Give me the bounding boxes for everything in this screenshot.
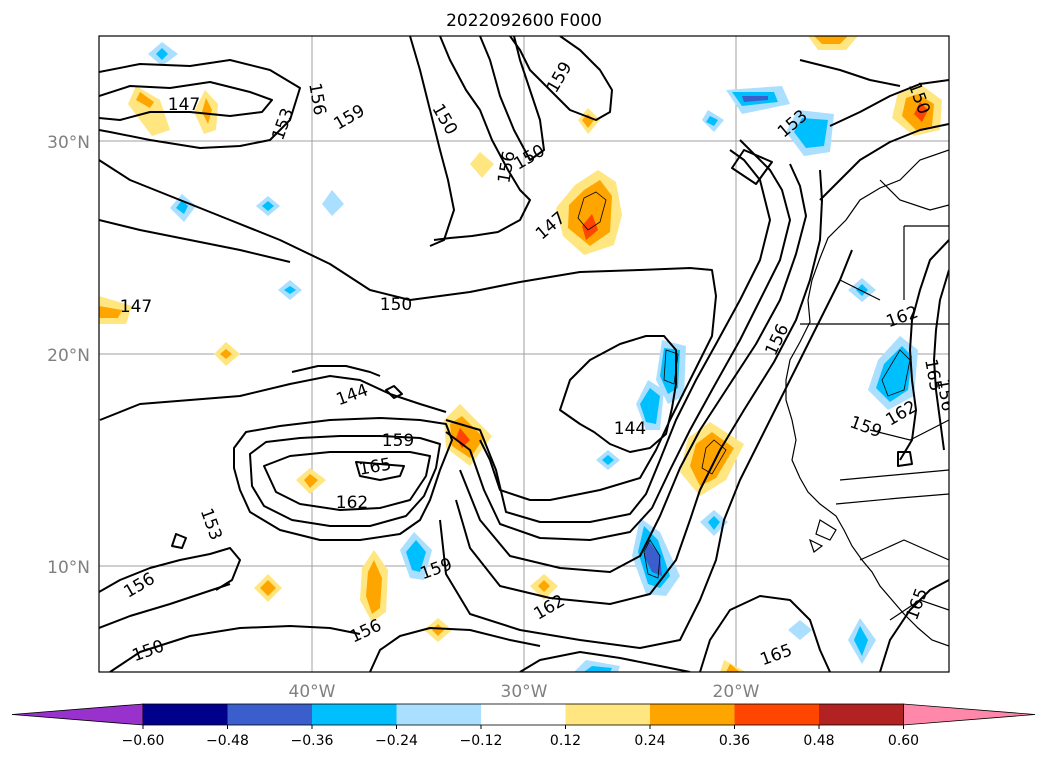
lon-label-20w: 20°W (713, 682, 760, 702)
contour-label: 150 (380, 295, 412, 315)
lat-label-20n: 20°N (47, 346, 90, 366)
contour-label: 162 (336, 493, 368, 513)
map-frame (98, 35, 950, 673)
colorbar-segment (396, 704, 482, 725)
shaded-anomalies (99, 36, 942, 672)
colorbar-segment (143, 704, 228, 725)
colorbar-tick-label: −0.12 (460, 733, 503, 749)
colorbar-tick-label: −0.24 (375, 733, 418, 749)
graticule (99, 36, 949, 672)
colorbar-segment (819, 704, 904, 725)
contour-lines (99, 36, 949, 672)
lon-label-40w: 40°W (289, 682, 336, 702)
colorbar-extend-max (903, 703, 1036, 726)
colorbar-segment (227, 704, 313, 725)
contour-label: 147 (168, 95, 200, 115)
colorbar-tick-label: 0.12 (550, 733, 581, 749)
colorbar: −0.60 −0.48 −0.36 −0.24 −0.12 0.12 0.24 0.36 0.4… (11, 703, 1036, 749)
contour-label: 156 (932, 377, 957, 412)
colorbar-segment (650, 704, 735, 725)
colorbar-tick-label: 0.24 (634, 733, 665, 749)
map-title: 2022092600 F000 (446, 11, 602, 31)
lon-axis-labels: 40°W 30°W 20°W (289, 682, 760, 702)
colorbar-segment (565, 704, 651, 725)
lon-label-30w: 30°W (501, 682, 548, 702)
colorbar-tick-label: −0.48 (206, 733, 249, 749)
colorbar-tick-label: 0.36 (719, 733, 750, 749)
colorbar-segment (481, 704, 566, 725)
colorbar-tick-label: 0.60 (888, 733, 919, 749)
lat-label-10n: 10°N (47, 558, 90, 578)
colorbar-extend-min (11, 703, 144, 726)
colorbar-tick-label: −0.60 (122, 733, 165, 749)
lat-label-30n: 30°N (47, 133, 90, 153)
contour-label: 144 (614, 419, 646, 439)
colorbar-segment (734, 704, 820, 725)
colorbar-frame (142, 703, 904, 726)
map-plot-area: 147 153 156 159 150 159 150 156 150 147 … (99, 36, 957, 672)
colorbar-tick-label: 0.48 (803, 733, 834, 749)
colorbar-tick-label: −0.36 (291, 733, 334, 749)
shading-outlines (577, 191, 911, 579)
contour-label: 147 (120, 297, 152, 317)
lat-axis-labels: 30°N 20°N 10°N (47, 133, 90, 578)
colorbar-segment (312, 704, 397, 725)
contour-label: 159 (382, 431, 414, 451)
